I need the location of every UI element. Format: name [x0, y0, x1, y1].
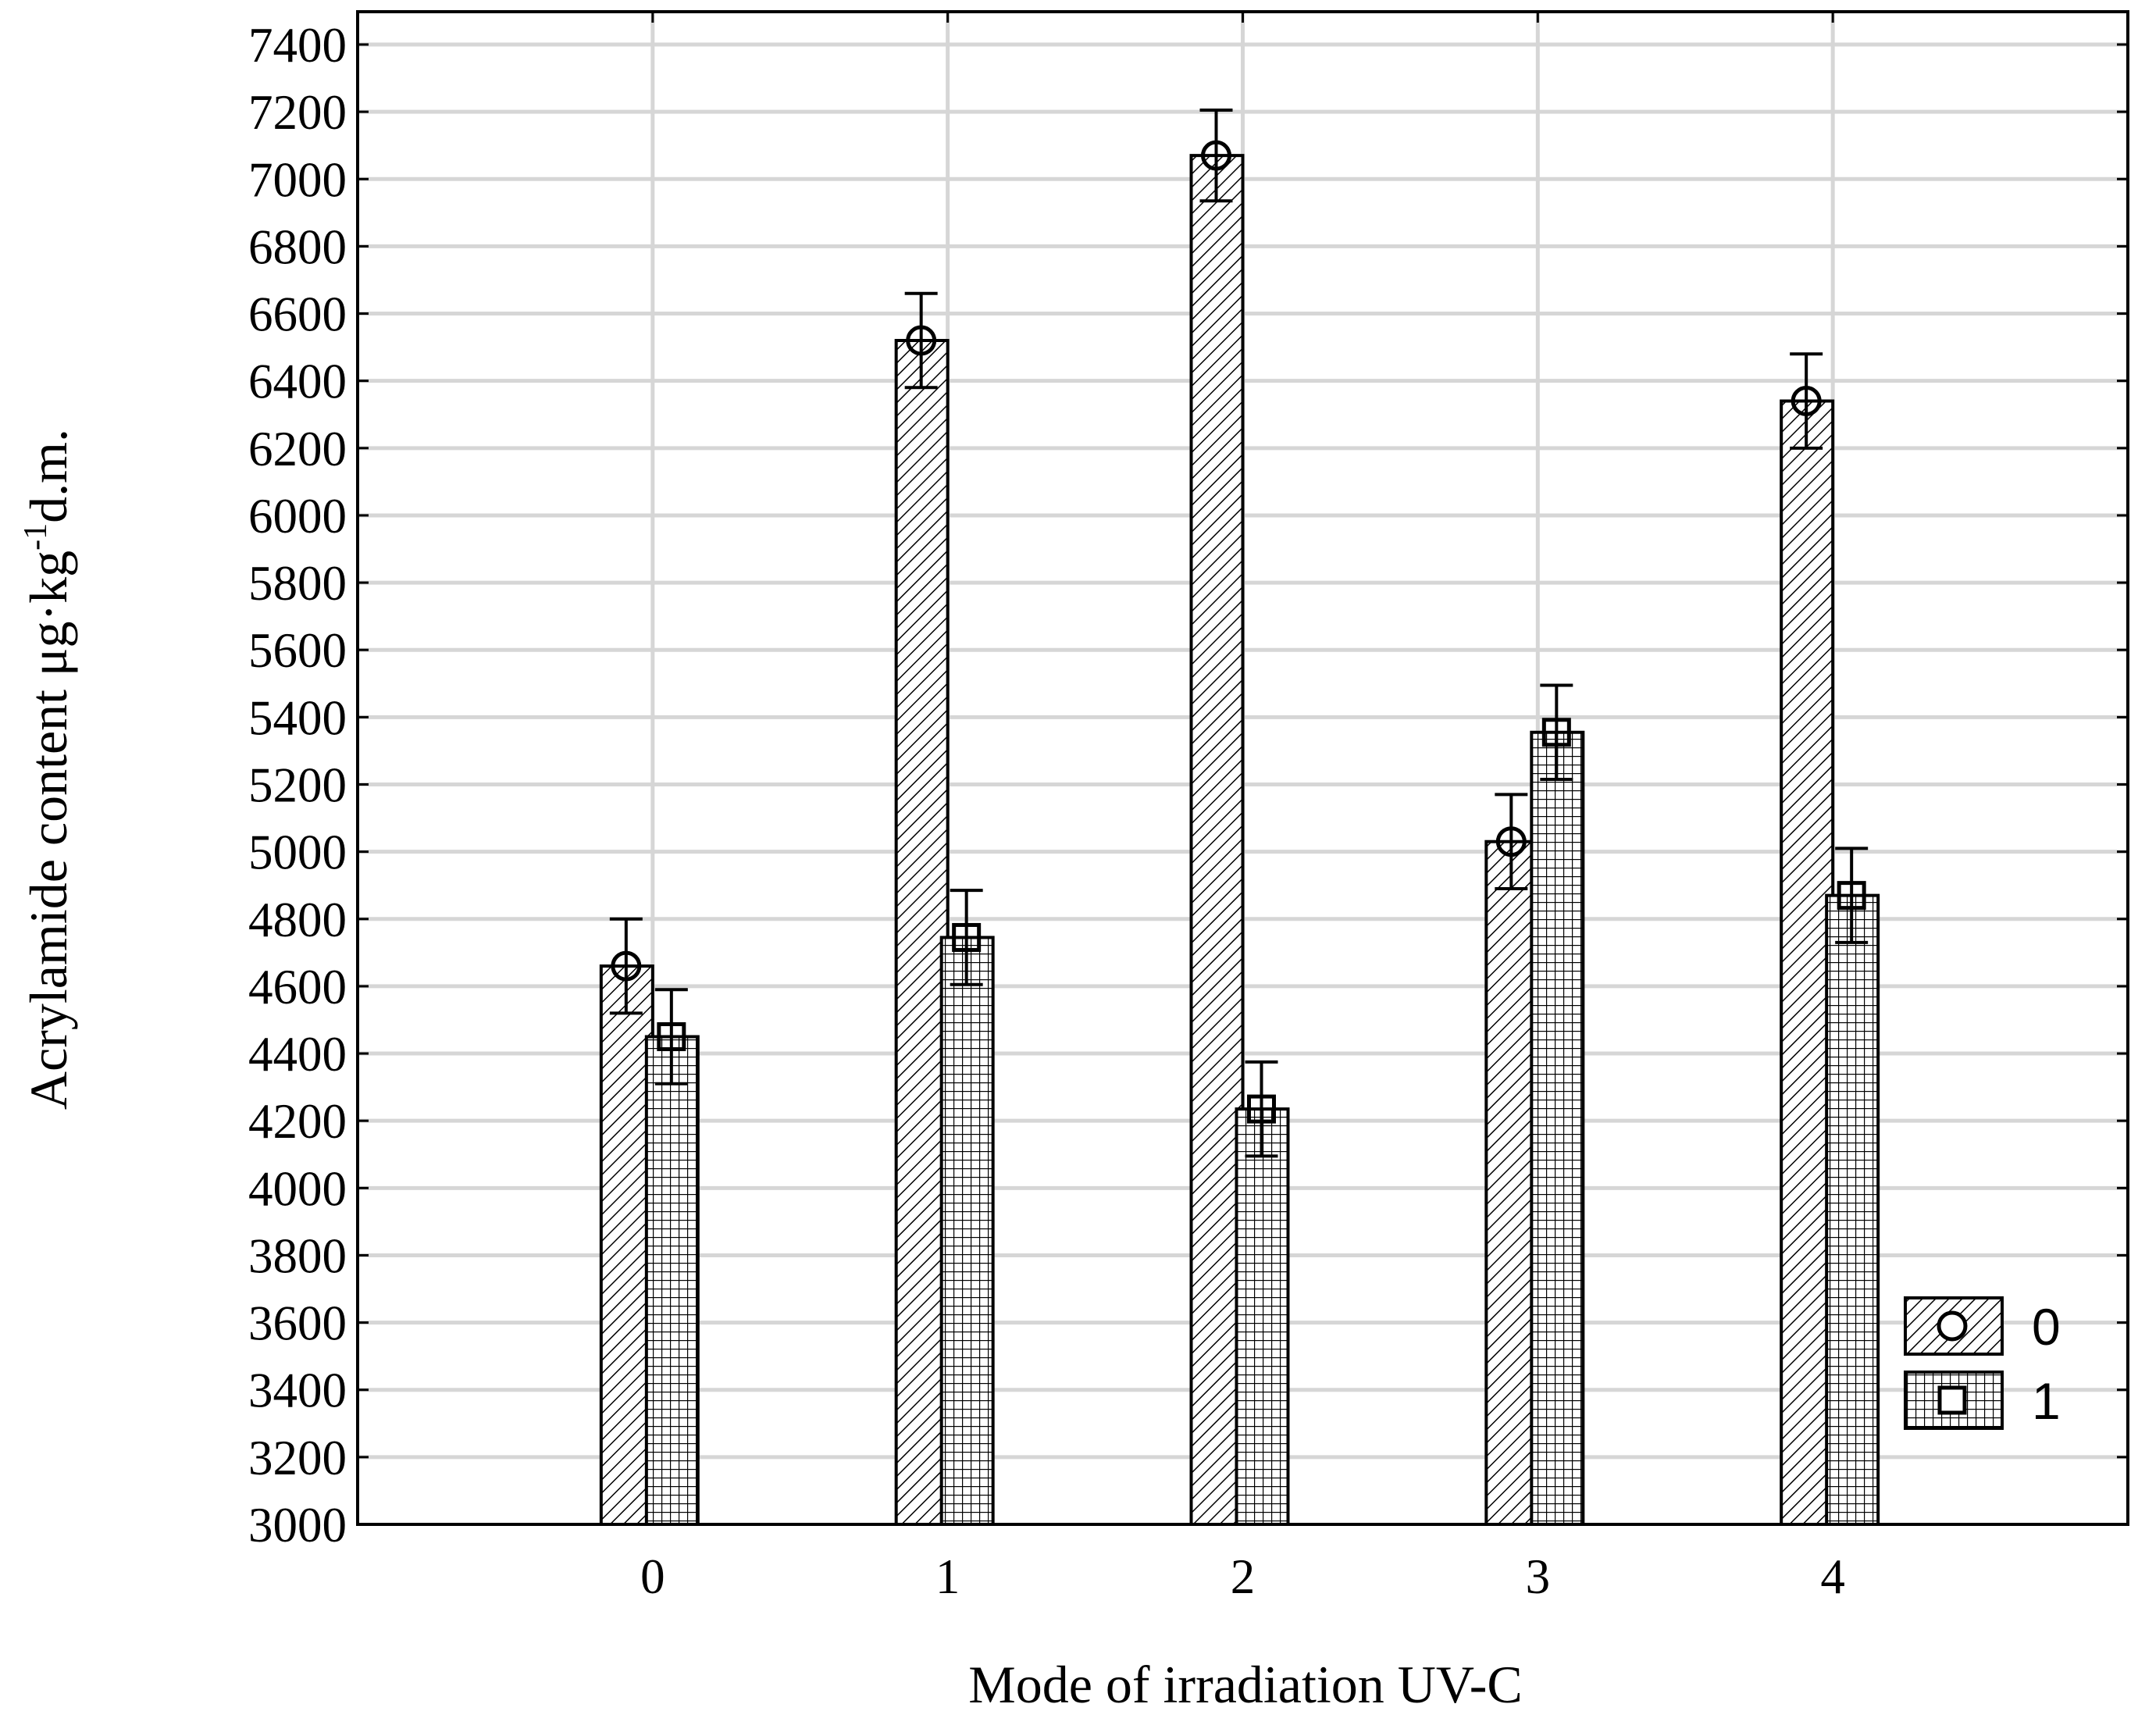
y-tick-label: 6800 — [248, 219, 347, 274]
y-tick-label: 5000 — [248, 825, 347, 880]
y-tick-label: 6000 — [248, 489, 347, 544]
y-tick-label: 5200 — [248, 758, 347, 813]
y-tick-labels: 3000 3200 3400 3600 3800 4000 4200 4400 4600 4800… — [248, 18, 347, 1552]
legend-marker-square — [1937, 1385, 1967, 1415]
x-tick-label: 3 — [1526, 1549, 1551, 1604]
y-tick-label: 3400 — [248, 1363, 347, 1418]
bar-series-1-cat-3 — [1530, 730, 1585, 1526]
marker-circle — [906, 325, 937, 356]
y-tick-label: 4600 — [248, 960, 347, 1014]
marker-square — [952, 922, 982, 952]
bar-series-0-cat-3 — [1484, 839, 1540, 1527]
y-tick-label: 6200 — [248, 422, 347, 476]
y-tick-label: 3200 — [248, 1431, 347, 1485]
x-axis-title: Mode of irradiation UV-C — [968, 1655, 1522, 1714]
error-bars — [609, 108, 1869, 1158]
y-tick-label: 3000 — [248, 1498, 347, 1552]
y-tick-label: 7400 — [248, 18, 347, 73]
y-tick-label: 4000 — [248, 1161, 347, 1216]
y-tick-label: 4400 — [248, 1027, 347, 1082]
y-tick-label: 6400 — [248, 355, 347, 409]
y-tick-label: 5600 — [248, 623, 347, 678]
y-axis-title-sup: -1 — [18, 523, 54, 551]
y-tick-label: 5400 — [248, 690, 347, 745]
marker-circle — [1791, 386, 1822, 417]
plot-frame — [356, 10, 2129, 1526]
bar-series-0-cat-0 — [599, 964, 654, 1527]
bar-series-1-cat-4 — [1825, 893, 1880, 1526]
bar-series-1-cat-2 — [1235, 1107, 1290, 1526]
bars — [599, 154, 1880, 1527]
legend-marker-circle — [1937, 1310, 1968, 1342]
marker-square — [1541, 718, 1571, 747]
y-tick-label: 3800 — [248, 1228, 347, 1283]
marker-circle — [1201, 140, 1231, 171]
y-tick-label: 5800 — [248, 556, 347, 611]
bar-series-0-cat-1 — [894, 339, 950, 1526]
y-axis-title-main: Acrylamide content μg·kg — [19, 551, 78, 1110]
x-tick-labels: 0 1 2 3 4 — [640, 1549, 1845, 1604]
y-tick-label: 7000 — [248, 152, 347, 207]
y-tick-label: 3600 — [248, 1296, 347, 1351]
marker-circle — [611, 950, 642, 982]
y-tick-label: 4800 — [248, 893, 347, 947]
marker-square — [657, 1022, 686, 1052]
y-axis-title: Acrylamide content μg·kg-1d.m. — [18, 429, 78, 1110]
x-tick-label: 4 — [1820, 1549, 1845, 1604]
legend: 01 — [1904, 1296, 2061, 1430]
x-tick-label: 0 — [640, 1549, 665, 1604]
bar-series-1-cat-1 — [939, 936, 995, 1526]
legend-label-1: 1 — [2032, 1372, 2061, 1430]
markers — [611, 140, 1866, 1124]
y-tick-label: 4200 — [248, 1094, 347, 1149]
bar-series-1-cat-0 — [644, 1035, 700, 1526]
x-tick-label: 1 — [935, 1549, 960, 1604]
y-tick-label: 6600 — [248, 287, 347, 342]
x-tick-label: 2 — [1231, 1549, 1256, 1604]
marker-square — [1837, 881, 1866, 911]
legend-label-0: 0 — [2032, 1298, 2061, 1356]
marker-circle — [1495, 826, 1527, 857]
marker-square — [1247, 1094, 1276, 1124]
y-tick-label: 7200 — [248, 85, 347, 140]
y-axis-title-tail: d.m. — [19, 429, 78, 523]
